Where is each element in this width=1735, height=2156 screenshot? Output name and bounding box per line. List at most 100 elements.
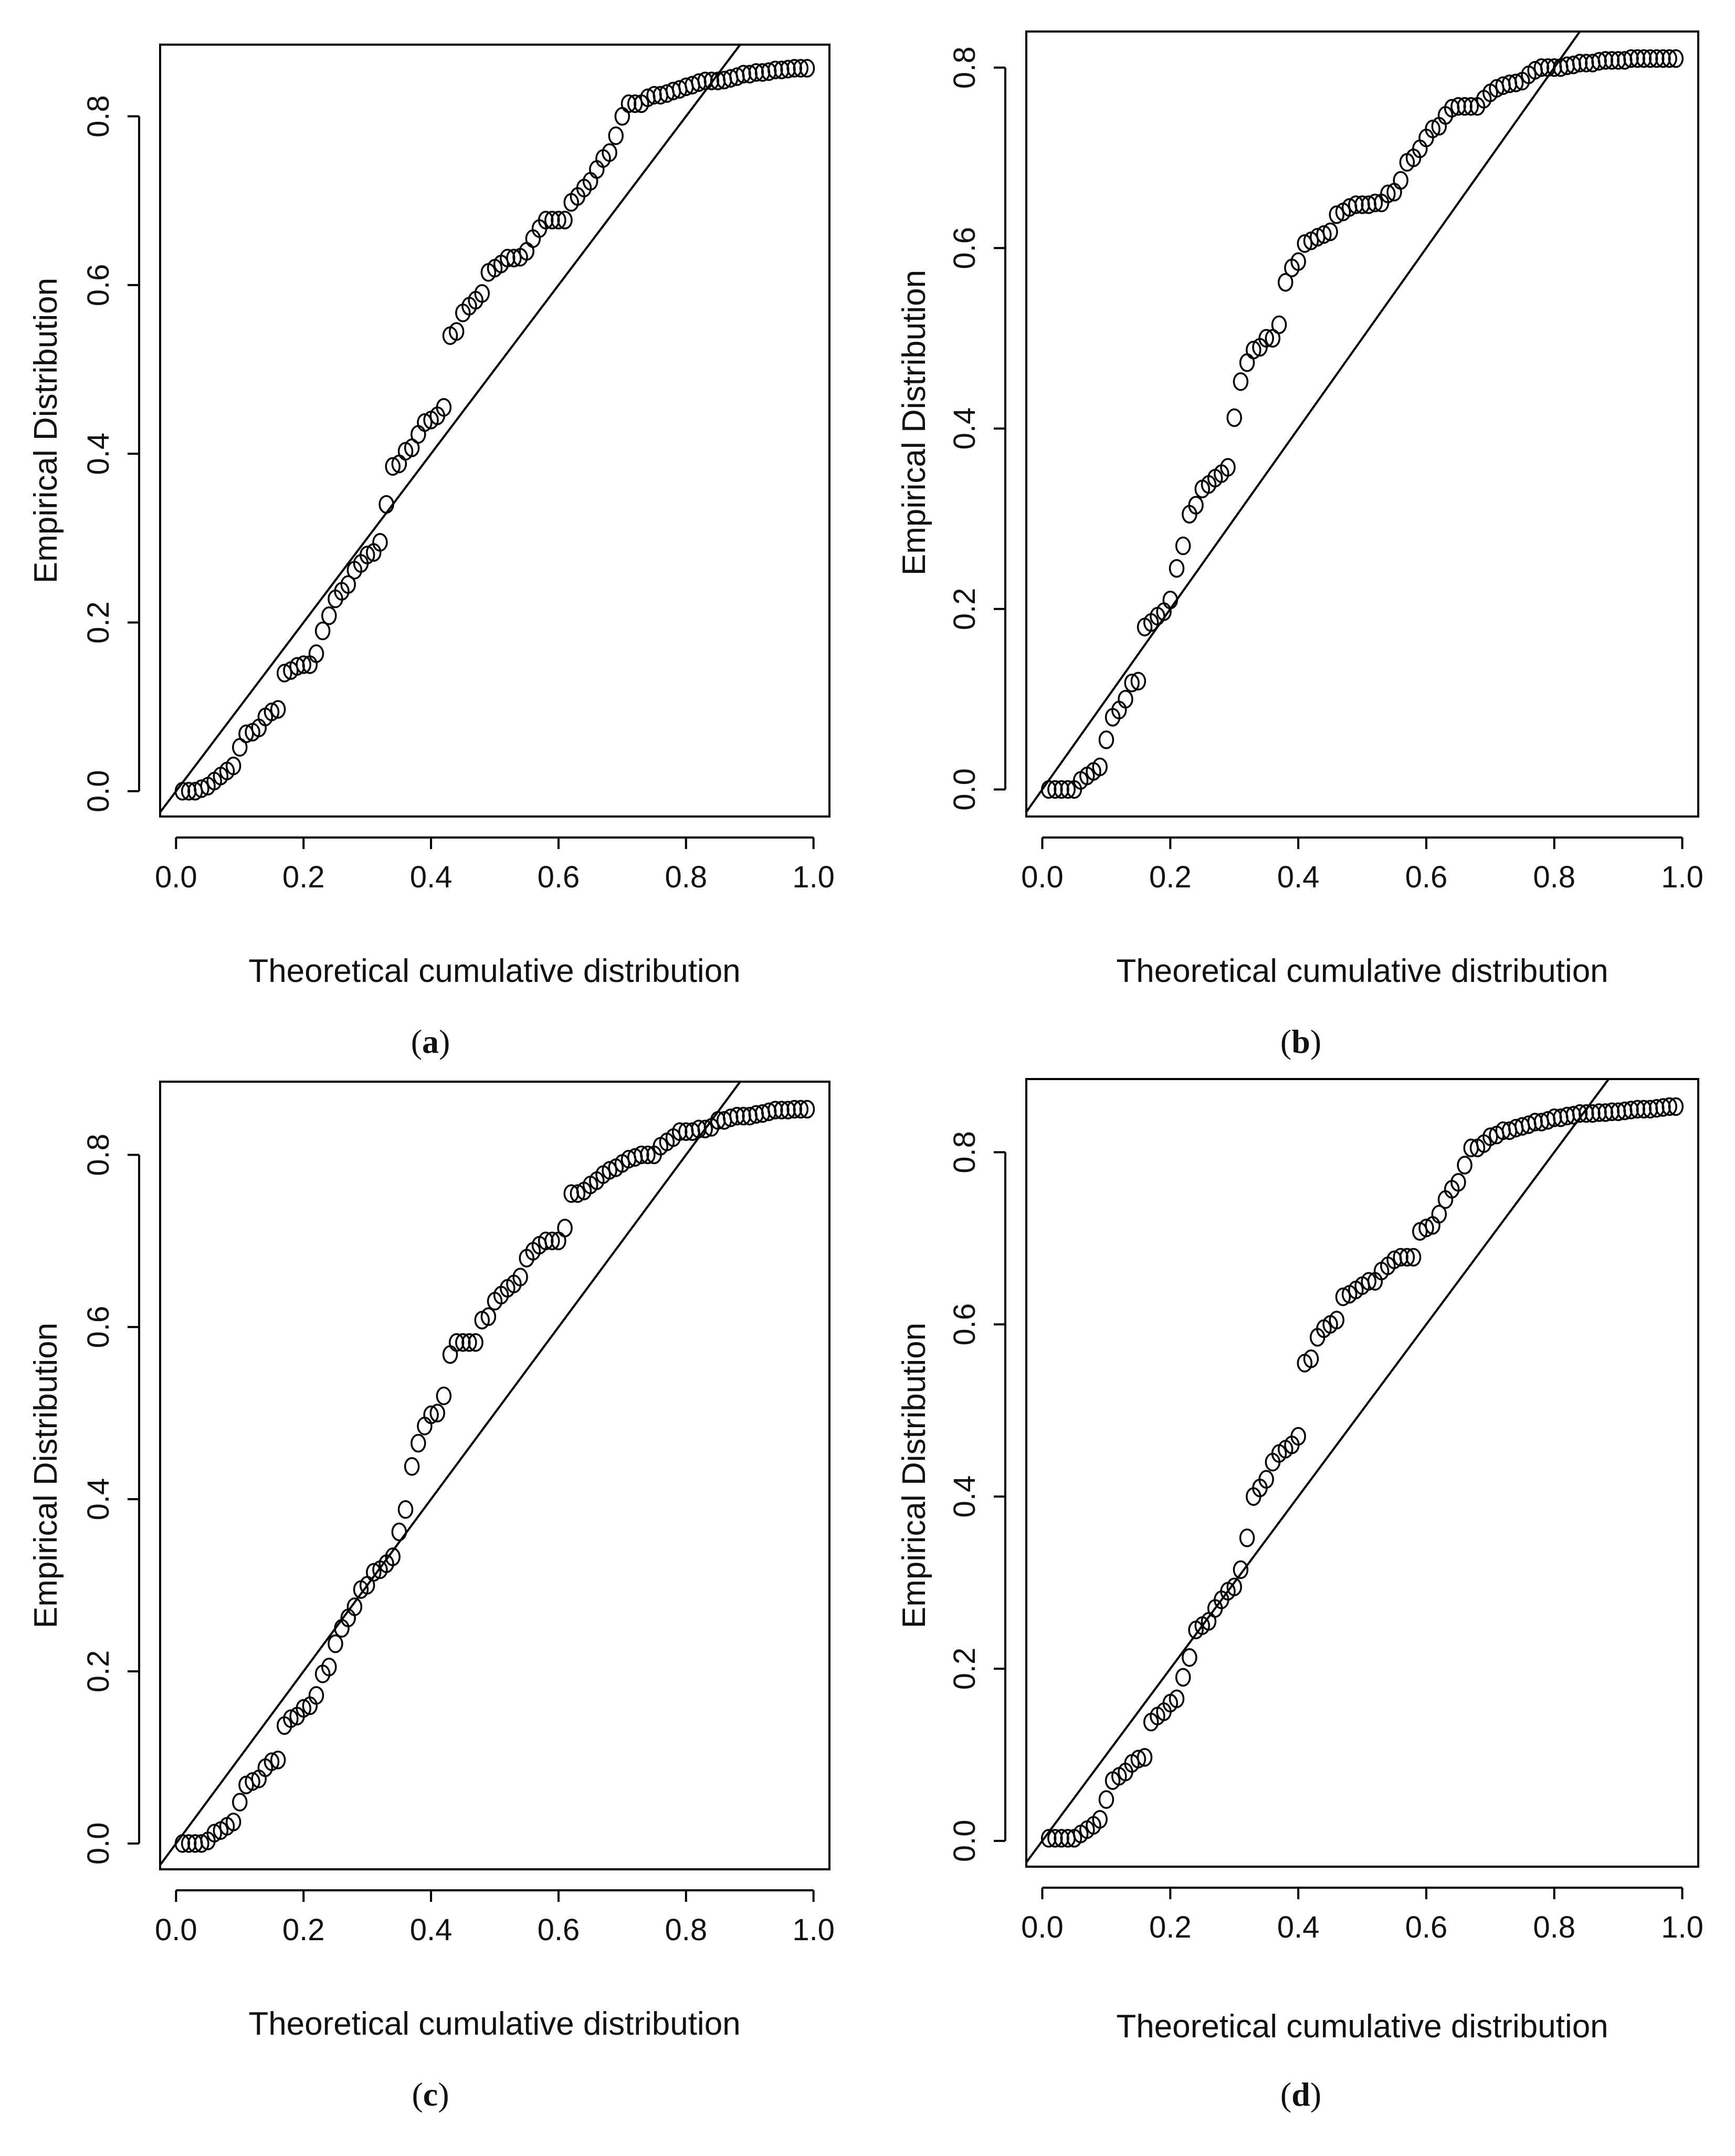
y-tick-label: 0.2: [948, 588, 982, 630]
reference-line: [160, 1082, 741, 1866]
y-axis-title: Empirical Distribution: [28, 278, 64, 583]
panel-label: (c): [412, 2076, 449, 2113]
data-point: [1271, 315, 1287, 334]
data-point: [328, 1634, 343, 1653]
data-point: [1098, 1790, 1114, 1809]
data-point: [1098, 730, 1114, 749]
data-point: [194, 1834, 209, 1853]
data-point: [1124, 673, 1140, 693]
data-point: [264, 1752, 280, 1771]
data-point: [1130, 672, 1147, 690]
x-tick-label: 0.4: [1277, 860, 1320, 894]
panel-c: Empirical Distribution Theoretical cumul…: [28, 1081, 835, 2113]
data-point: [270, 1751, 286, 1770]
data-point: [1482, 1127, 1498, 1146]
data-point: [1130, 1750, 1147, 1768]
data-point: [474, 284, 490, 303]
data-point: [206, 1824, 222, 1843]
x-tick-label: 0.4: [1277, 1910, 1320, 1944]
data-point: [1367, 193, 1383, 213]
data-point: [551, 211, 566, 229]
data-point: [1418, 1218, 1434, 1238]
panel-d: Empirical Distribution Theoretical cumul…: [896, 1078, 1704, 2113]
data-point: [378, 495, 394, 514]
y-tick-label: 0.0: [948, 1819, 982, 1862]
y-tick-label: 0.6: [948, 227, 982, 269]
data-point: [1393, 171, 1408, 190]
data-point: [793, 59, 809, 78]
reference-line: [1026, 32, 1581, 813]
data-point: [1092, 757, 1108, 777]
data-point: [1060, 780, 1076, 799]
data-point: [283, 1709, 299, 1728]
reference-line: [1026, 1079, 1610, 1863]
x-tick-label: 1.0: [1661, 1910, 1704, 1944]
data-point: [270, 700, 286, 719]
x-tick-label: 0.2: [282, 860, 325, 894]
data-point: [1335, 1288, 1351, 1306]
y-tick-label: 0.4: [81, 433, 115, 475]
data-point: [397, 1500, 414, 1519]
data-point: [277, 664, 292, 683]
data-point: [404, 1457, 420, 1476]
data-point: [264, 703, 280, 721]
y-tick-label: 0.6: [948, 1303, 982, 1346]
y-tick-label: 0.0: [81, 1822, 115, 1865]
data-point: [602, 1161, 617, 1180]
data-point: [1668, 1097, 1684, 1116]
data-point: [1092, 1810, 1108, 1829]
y-tick-label: 0.8: [948, 46, 982, 89]
y-tick-label: 0.0: [81, 770, 115, 812]
data-point: [1405, 1248, 1422, 1267]
panel-b: Empirical Distribution Theoretical cumul…: [896, 30, 1704, 1060]
data-point: [340, 575, 356, 594]
reference-line: [160, 45, 741, 813]
y-tick-label: 0.4: [948, 1475, 982, 1518]
data-point: [1463, 97, 1479, 116]
data-point: [1399, 1248, 1415, 1267]
panel-label: (b): [1280, 1023, 1321, 1060]
x-tick-label: 0.0: [155, 1913, 197, 1947]
panel-label: (a): [411, 1023, 450, 1060]
data-point: [799, 1100, 815, 1119]
x-axis-title: Theoretical cumulative distribution: [248, 953, 740, 989]
data-point: [1220, 458, 1236, 477]
data-point: [385, 457, 401, 476]
data-point: [1137, 1748, 1153, 1767]
data-point: [640, 1145, 656, 1165]
data-point: [1233, 1560, 1249, 1579]
y-tick-label: 0.2: [81, 601, 115, 644]
x-tick-label: 0.6: [1405, 860, 1448, 894]
x-tick-label: 0.2: [1149, 1910, 1192, 1944]
data-point: [1290, 252, 1306, 271]
y-tick-label: 0.8: [81, 95, 115, 138]
data-point: [1662, 49, 1677, 68]
data-point: [1169, 1689, 1185, 1709]
y-tick-label: 0.4: [81, 1478, 115, 1521]
data-point: [506, 248, 522, 268]
x-axis-title: Theoretical cumulative distribution: [248, 2006, 740, 2042]
data-point: [1175, 1668, 1191, 1687]
data-point: [468, 1333, 483, 1352]
data-point: [1258, 1470, 1274, 1489]
data-point: [602, 143, 617, 162]
data-point: [308, 1686, 324, 1705]
data-point: [1316, 225, 1332, 244]
panel-label-letter: d: [1291, 2076, 1310, 2113]
x-tick-label: 1.0: [1661, 860, 1704, 894]
x-tick-label: 0.8: [1533, 1910, 1575, 1944]
x-tick-label: 0.2: [1149, 860, 1192, 894]
data-point: [1668, 49, 1684, 68]
data-point: [1457, 1156, 1473, 1175]
data-point: [1182, 1648, 1197, 1667]
data-point: [436, 1386, 452, 1406]
data-point: [1380, 184, 1396, 204]
data-point: [442, 1345, 458, 1364]
data-point: [225, 1813, 241, 1831]
data-point: [366, 1563, 382, 1582]
x-tick-label: 0.8: [1533, 860, 1575, 894]
y-tick-label: 0.6: [81, 1306, 115, 1348]
y-tick-label: 0.6: [81, 264, 115, 307]
x-tick-label: 0.6: [1405, 1910, 1448, 1944]
